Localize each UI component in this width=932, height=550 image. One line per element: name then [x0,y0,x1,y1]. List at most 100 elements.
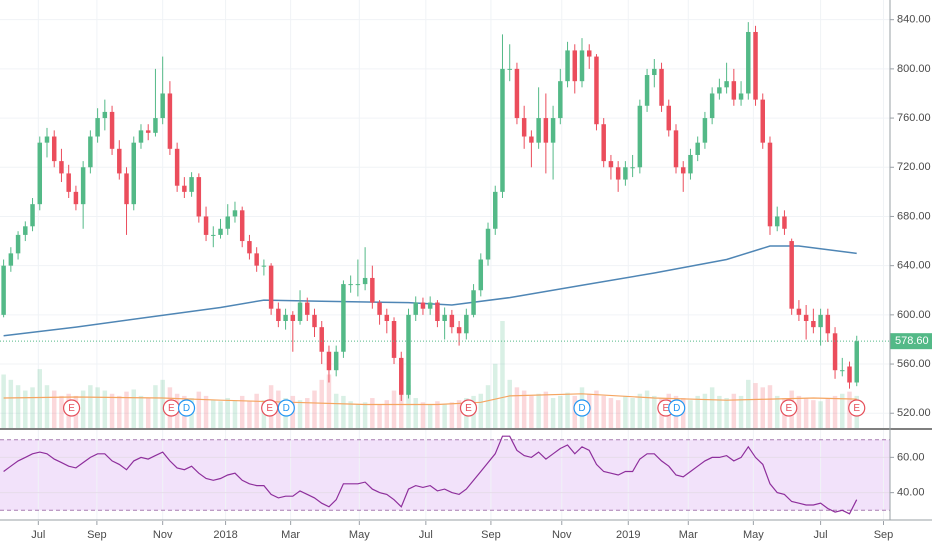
candle-body [702,118,708,143]
candle-body [608,161,614,168]
rsi-tick-label: 40.00 [897,487,925,499]
y-tick-label: 600.00 [897,309,931,321]
volume-bar [529,395,534,428]
candle-body [818,314,823,328]
volume-bar [370,398,375,428]
candle-body [261,265,267,267]
volume-bar [362,402,368,428]
x-tick-label: Sep [481,529,501,541]
candle-body [471,290,476,315]
volume-bar [478,393,484,428]
last-price-label: 578.60 [895,335,929,347]
volume-bar [767,385,773,428]
candle-body [218,228,223,235]
candle-body [355,284,361,286]
volume-bar [615,400,621,428]
volume-bar [247,401,252,428]
candle-body [174,148,180,186]
volume-bar [507,379,512,428]
candle-body [623,167,628,180]
volume-bar [8,379,14,428]
volume-bar [493,363,498,428]
candle-body [153,118,158,133]
event-label: E [465,403,472,414]
volume-bar [406,385,411,428]
candle-body [370,277,375,303]
candle-body [630,167,635,169]
volume-bar [341,395,346,428]
candle-body [644,75,650,106]
volume-bar [803,398,809,428]
candle-body [738,93,744,100]
volume-bar [500,321,505,428]
candle-body [464,314,469,334]
candle-body [239,210,245,242]
x-tick-label: Sep [87,529,107,541]
candle-body [413,302,418,315]
candle-body [319,327,324,352]
candle-body [59,161,64,174]
candle-body [652,68,657,76]
candle-body [160,93,165,119]
candle-body [485,228,491,260]
candle-body [15,234,21,254]
volume-bar [753,383,758,428]
candle-body [550,118,556,143]
volume-bar [456,400,462,428]
candle-body [211,234,216,236]
candle-body [536,118,541,143]
candle-body [796,308,802,315]
candle-body [399,357,404,395]
volume-bar [521,390,527,428]
volume-bar [305,398,310,428]
volume-bar [449,402,455,428]
x-tick-label: Sep [874,529,894,541]
volume-bar [232,400,238,428]
volume-bar [109,393,115,428]
candle-body [341,284,346,352]
candle-body [283,314,288,321]
candle-body [782,216,787,229]
candle-body [832,333,838,371]
candle-body [666,105,672,131]
volume-bar [211,400,216,428]
event-label: D [283,403,290,414]
x-tick-label: Jul [31,529,45,541]
volume-bar [218,401,223,428]
candle-body [760,99,765,143]
volume-bar [695,395,700,428]
event-marker [573,399,591,417]
candle-body [182,185,187,192]
volume-bar [717,395,722,428]
volume-bar [420,402,426,428]
candle-body [695,142,700,155]
volume-bar [196,391,202,428]
candle-body [558,81,563,119]
volume-bar [774,395,780,428]
candle-body [1,265,6,315]
volume-bar [312,390,317,428]
event-label: D [578,403,585,414]
volume-bar [594,390,599,428]
volume-bar [565,392,570,428]
volume-bar [413,398,418,428]
candle-body [276,308,281,321]
x-tick-label: 2018 [213,529,237,541]
candle-body [80,167,86,205]
volume-bar [95,387,100,428]
candle-body [268,265,274,309]
x-tick-label: Jul [814,529,828,541]
moving-average [3,245,857,337]
volume-bar [254,393,259,428]
candle-body [348,284,353,286]
event-marker [62,399,81,417]
rsi-tick-label: 60.00 [897,451,925,463]
volume-bar [601,395,606,428]
volume-bar [558,395,563,428]
candle-body [731,81,737,100]
candle-body [312,314,317,328]
volume-bar [377,404,382,428]
y-tick-label: 680.00 [897,210,931,222]
volume-bar [746,379,751,428]
